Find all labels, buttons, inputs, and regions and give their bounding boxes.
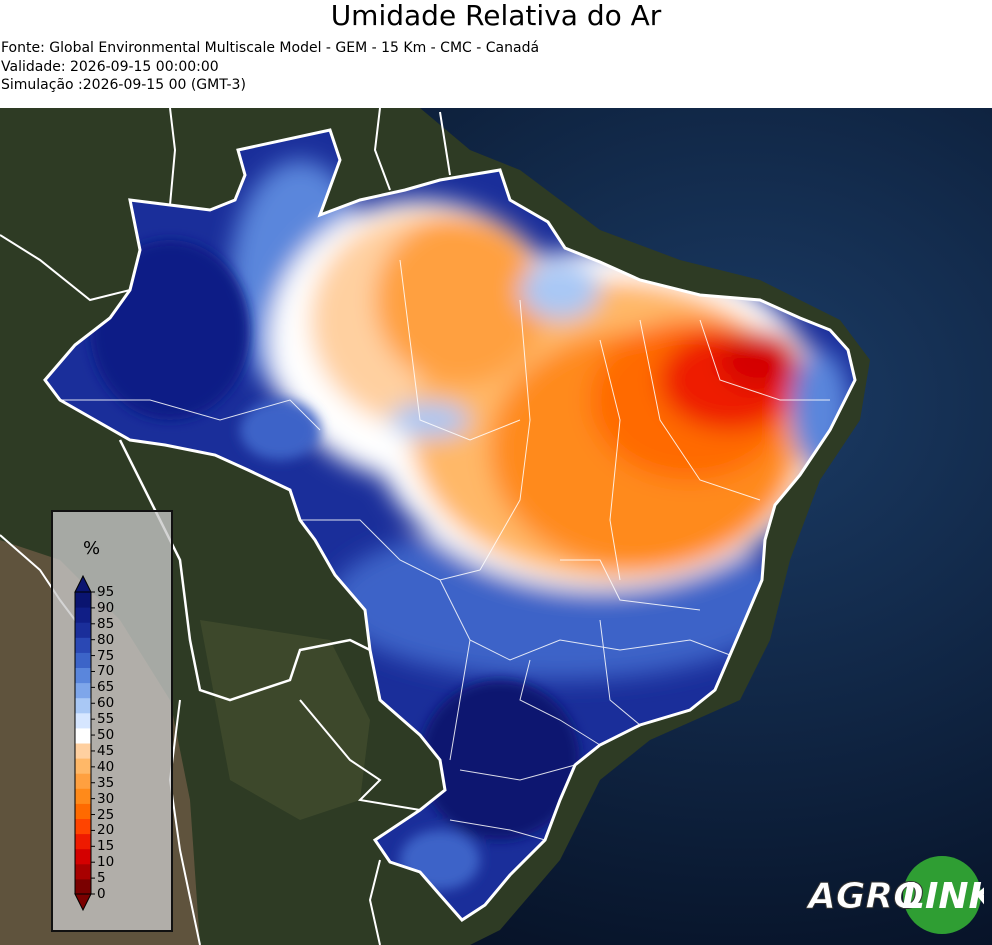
- colorbar-swatch: [75, 592, 91, 608]
- logo-text-link: LINK: [902, 876, 984, 917]
- colorbar-swatch: [75, 833, 91, 850]
- colorbar-swatch: [75, 682, 91, 699]
- agrolink-logo: AGRO LINK: [805, 854, 992, 936]
- map-title: Umidade Relativa do Ar: [330, 0, 662, 32]
- colorbar-swatches: [74, 591, 95, 895]
- colorbar-swatch: [75, 788, 91, 804]
- colorbar-swatch: [75, 743, 91, 759]
- colorbar-swatch: [75, 803, 91, 819]
- colorbar-swatch: [75, 712, 91, 729]
- colorbar-tick-label: 85: [97, 615, 115, 632]
- colorbar-tick-label: 75: [97, 647, 115, 664]
- colorbar-tick-label: 95: [97, 584, 115, 600]
- state-borders: [60, 259, 830, 841]
- colorbar-tick-label: 80: [97, 631, 115, 648]
- colorbar-tick-label: 35: [97, 774, 115, 791]
- colorbar-tick-label: 15: [97, 838, 115, 855]
- colorbar-tick-label: 30: [97, 790, 115, 807]
- colorbar-legend: % 95 90 85 80 75 70 65 60 55 50 45 40 35 30 25 20 15 10 5 0: [51, 510, 173, 932]
- colorbar-tick-label: 20: [97, 822, 115, 839]
- simulation-line: Simulação :2026-09-15 00 (GMT-3): [1, 77, 246, 93]
- source-line: Fonte: Global Environmental Multiscale M…: [1, 40, 540, 56]
- colorbar-swatch: [75, 848, 91, 865]
- colorbar-tick-label: 50: [97, 727, 115, 744]
- colorbar-tick-label: 60: [97, 695, 115, 712]
- colorbar-swatch: [75, 758, 91, 774]
- colorbar-tick-label: 40: [97, 758, 115, 775]
- colorbar: [74, 574, 95, 912]
- colorbar-min-arrow: [74, 893, 92, 912]
- colorbar-tick-label: 65: [97, 679, 115, 696]
- metadata-block: Fonte: Global Environmental Multiscale M…: [1, 39, 539, 95]
- colorbar-swatch: [75, 607, 91, 623]
- agrolink-mark: AGRO LINK: [805, 856, 992, 934]
- colorbar-tick-label: 90: [97, 599, 115, 616]
- logo-text-agro: AGRO: [806, 876, 924, 917]
- map-canvas: [0, 108, 992, 945]
- colorbar-swatch: [75, 622, 91, 638]
- colorbar-swatch: [75, 773, 91, 789]
- validity-line: Validade: 2026-09-15 00:00:00: [1, 58, 219, 75]
- colorbar-swatch: [75, 667, 91, 684]
- colorbar-tick-label: 10: [97, 854, 115, 871]
- colorbar-tick-label: 0: [97, 886, 106, 902]
- logo-green-circle: [903, 856, 981, 934]
- colorbar-swatch: [75, 652, 91, 668]
- colorbar-swatch: [75, 637, 91, 653]
- colorbar-swatch: [75, 863, 91, 880]
- legend-unit: %: [83, 538, 101, 559]
- colorbar-swatch: [75, 697, 91, 714]
- chaco-terrain: [200, 620, 370, 820]
- colorbar-tick-label: 70: [97, 663, 115, 680]
- colorbar-swatch: [75, 727, 91, 744]
- colorbar-tick-label: 45: [97, 742, 115, 759]
- colorbar-max-arrow: [74, 574, 92, 593]
- colorbar-tick-label: 5: [97, 870, 106, 887]
- colorbar-tick-label: 25: [97, 806, 115, 823]
- colorbar-tick-label: 55: [97, 711, 115, 728]
- colorbar-swatch: [75, 878, 91, 895]
- colorbar-swatch: [75, 818, 91, 835]
- humidity-map: [0, 108, 992, 945]
